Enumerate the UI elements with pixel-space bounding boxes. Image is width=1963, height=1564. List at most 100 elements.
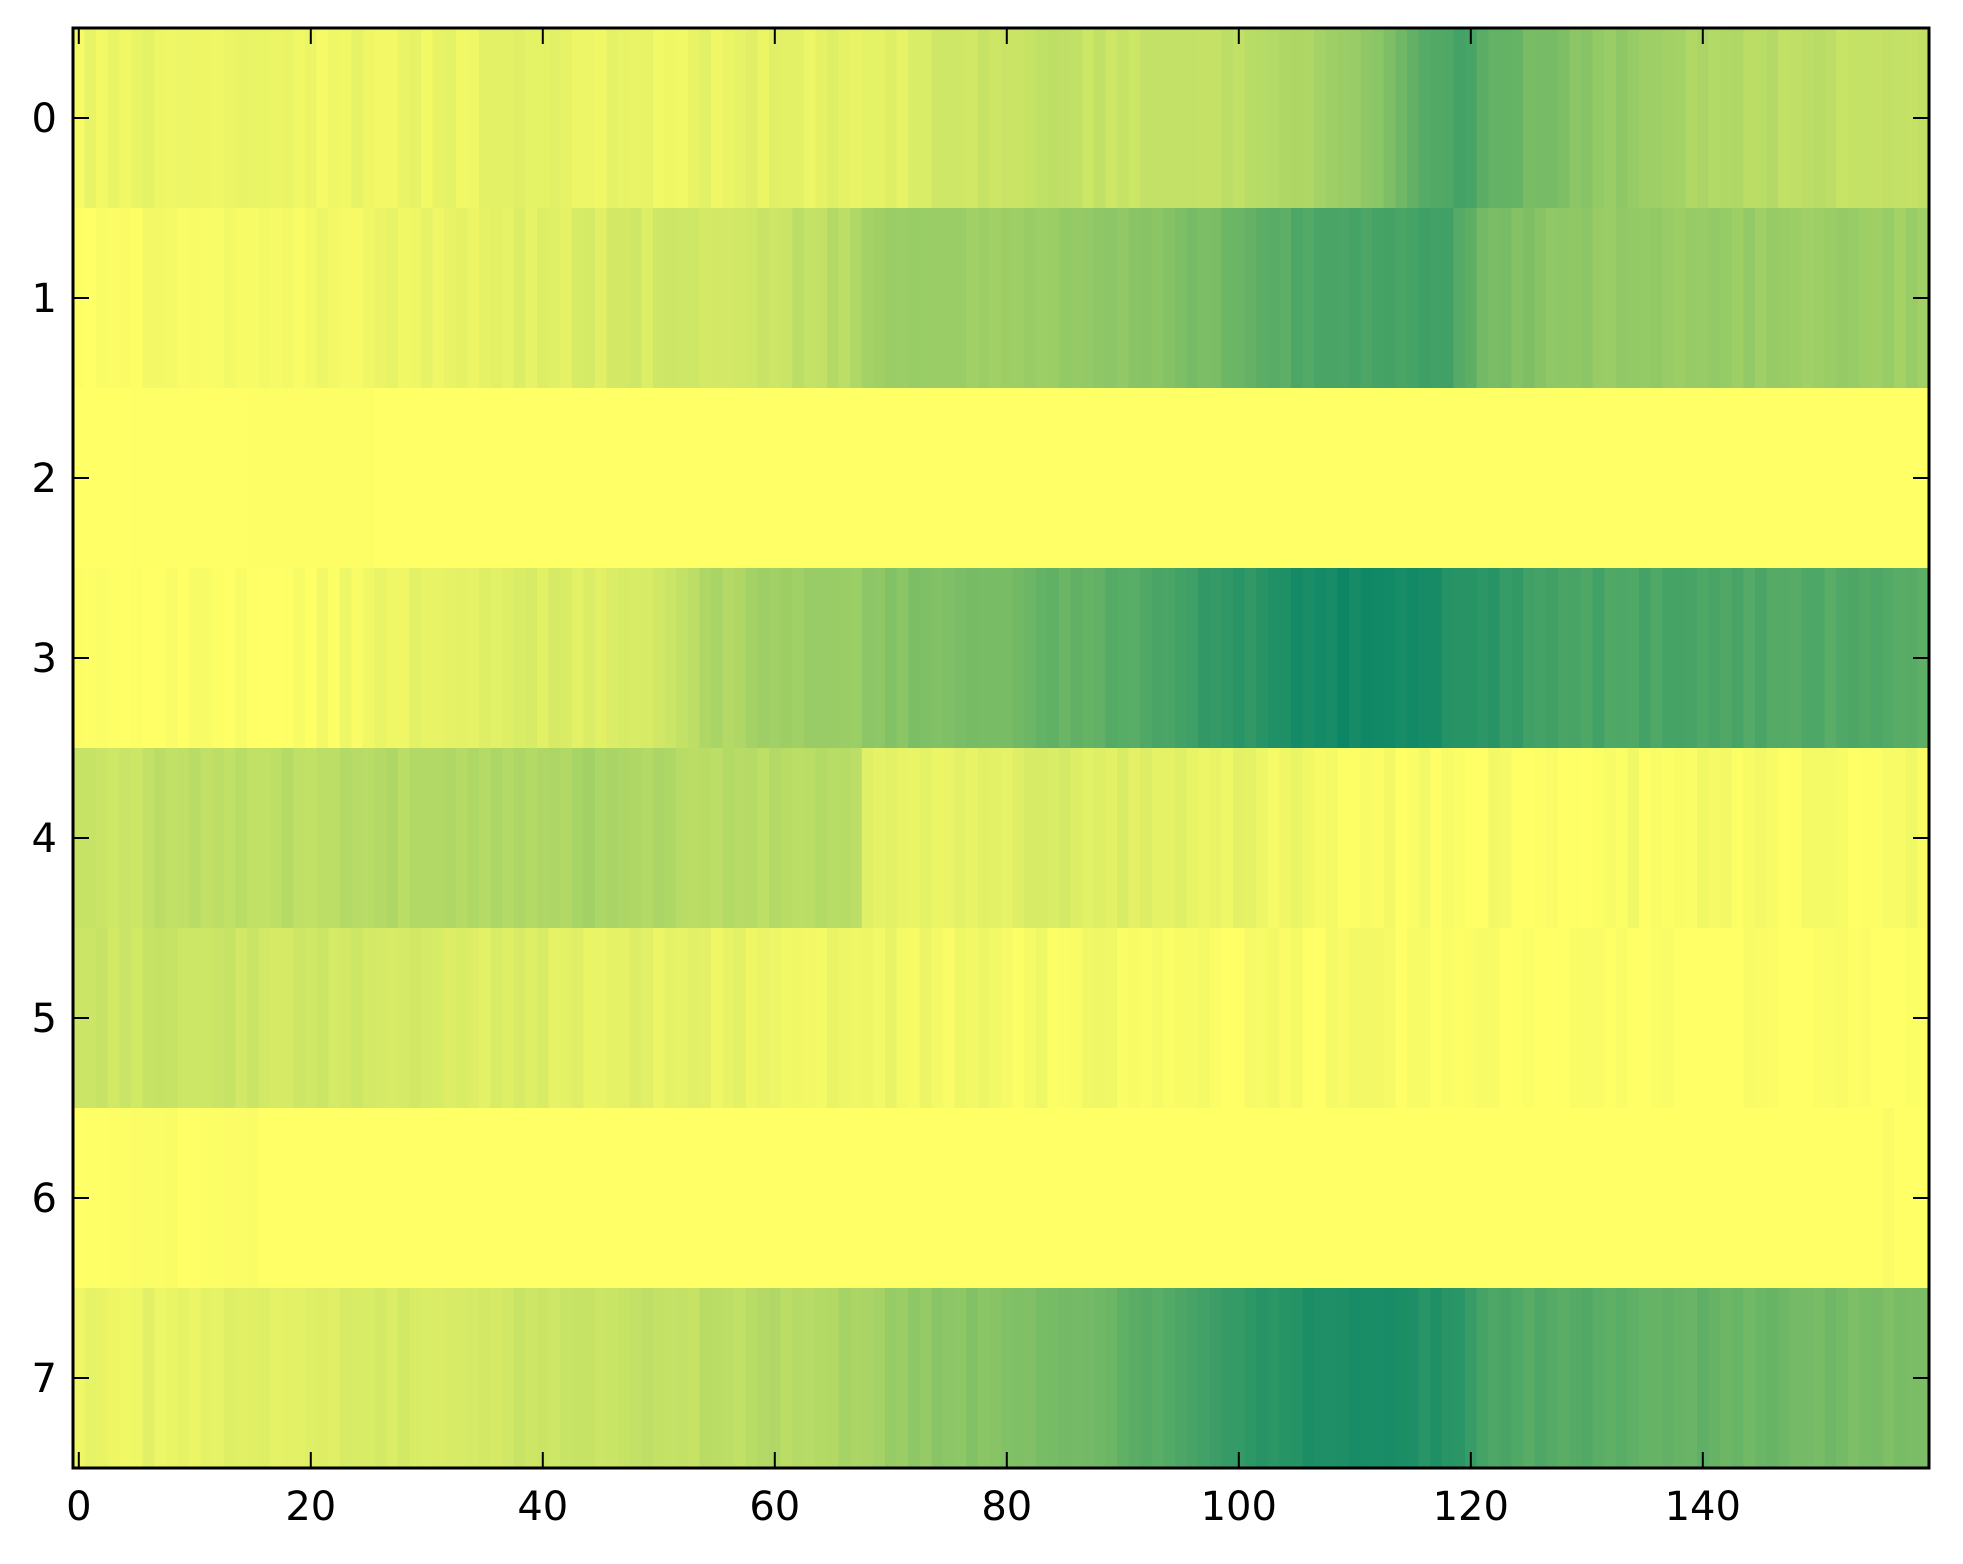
heatmap-cell bbox=[815, 928, 828, 1109]
heatmap-cell bbox=[1360, 208, 1373, 389]
heatmap-cell bbox=[1453, 28, 1466, 209]
heatmap-cell bbox=[374, 208, 387, 389]
heatmap-cell bbox=[1755, 28, 1768, 209]
heatmap-cell bbox=[525, 748, 538, 929]
heatmap-cell bbox=[1024, 1108, 1037, 1289]
heatmap-cell bbox=[1801, 748, 1814, 929]
heatmap-cell bbox=[676, 388, 689, 569]
heatmap-cell bbox=[1615, 208, 1628, 389]
heatmap-cell bbox=[1151, 568, 1164, 749]
heatmap-cell bbox=[1407, 388, 1420, 569]
heatmap-cell bbox=[1441, 1108, 1454, 1289]
heatmap-cell bbox=[1291, 928, 1304, 1109]
heatmap-cell bbox=[687, 1288, 700, 1468]
heatmap-cell bbox=[1755, 388, 1768, 569]
heatmap-cell bbox=[1662, 568, 1675, 749]
heatmap-cell bbox=[1407, 28, 1420, 209]
heatmap-cell bbox=[316, 28, 329, 209]
heatmap-cell bbox=[200, 748, 213, 929]
heatmap-cell bbox=[1743, 28, 1756, 209]
heatmap-cell bbox=[467, 388, 480, 569]
heatmap-cell bbox=[664, 208, 677, 389]
heatmap-cell bbox=[1117, 748, 1130, 929]
heatmap-cell bbox=[606, 928, 619, 1109]
heatmap-cell bbox=[1731, 208, 1744, 389]
heatmap-cell bbox=[873, 28, 886, 209]
heatmap-cell bbox=[1244, 568, 1257, 749]
heatmap-cell bbox=[1673, 568, 1686, 749]
heatmap-cell bbox=[1581, 208, 1594, 389]
heatmap-cell bbox=[305, 1288, 318, 1468]
heatmap-cell bbox=[606, 388, 619, 569]
heatmap-cell bbox=[896, 928, 909, 1109]
heatmap-cell bbox=[827, 28, 840, 209]
heatmap-cell bbox=[397, 388, 410, 569]
heatmap-cell bbox=[711, 1288, 724, 1468]
heatmap-cell bbox=[687, 928, 700, 1109]
heatmap-cell bbox=[1372, 748, 1385, 929]
heatmap-cell bbox=[1743, 388, 1756, 569]
heatmap-cell bbox=[165, 568, 178, 749]
heatmap-cell bbox=[328, 388, 341, 569]
heatmap-cell bbox=[1302, 208, 1315, 389]
heatmap-cell bbox=[1059, 1108, 1072, 1289]
heatmap-cell bbox=[293, 208, 306, 389]
heatmap-cell bbox=[1511, 1108, 1524, 1289]
heatmap-cell bbox=[1673, 208, 1686, 389]
heatmap-cell bbox=[745, 928, 758, 1109]
heatmap-cell bbox=[1198, 28, 1211, 209]
heatmap-cell bbox=[803, 388, 816, 569]
heatmap-cell bbox=[1662, 28, 1675, 209]
heatmap-cell bbox=[1557, 28, 1570, 209]
heatmap-cell bbox=[490, 388, 503, 569]
heatmap-cell bbox=[328, 928, 341, 1109]
heatmap-cell bbox=[1824, 28, 1837, 209]
heatmap-cell bbox=[722, 1288, 735, 1468]
heatmap-cell bbox=[1604, 208, 1617, 389]
heatmap-cell bbox=[571, 1108, 584, 1289]
heatmap-cell bbox=[1708, 568, 1721, 749]
heatmap-cell bbox=[1233, 388, 1246, 569]
heatmap-cell bbox=[1847, 208, 1860, 389]
heatmap-cell bbox=[107, 748, 120, 929]
heatmap-cell bbox=[641, 1108, 654, 1289]
heatmap-cell bbox=[1128, 28, 1141, 209]
heatmap-cell bbox=[1117, 208, 1130, 389]
heatmap-cell bbox=[1360, 28, 1373, 209]
heatmap-cell bbox=[1302, 1288, 1315, 1468]
heatmap-cell bbox=[1349, 928, 1362, 1109]
heatmap-cell bbox=[1093, 388, 1106, 569]
heatmap-cell bbox=[1662, 388, 1675, 569]
heatmap-cell bbox=[1789, 28, 1802, 209]
heatmap-cell bbox=[1755, 1288, 1768, 1468]
heatmap-cell bbox=[235, 1108, 248, 1289]
heatmap-cell bbox=[1186, 1288, 1199, 1468]
heatmap-cell bbox=[1673, 28, 1686, 209]
heatmap-cell bbox=[513, 1108, 526, 1289]
heatmap-cell bbox=[1499, 208, 1512, 389]
tick-label: 3 bbox=[32, 636, 57, 682]
heatmap-cell bbox=[1325, 1288, 1338, 1468]
heatmap-cell bbox=[409, 1288, 422, 1468]
heatmap-cell bbox=[896, 748, 909, 929]
heatmap-cell bbox=[861, 388, 874, 569]
heatmap-cell bbox=[943, 208, 956, 389]
heatmap-cell bbox=[432, 28, 445, 209]
heatmap-cell bbox=[977, 208, 990, 389]
heatmap-cell bbox=[1847, 568, 1860, 749]
heatmap-cell bbox=[1801, 28, 1814, 209]
heatmap-cell bbox=[1592, 388, 1605, 569]
heatmap-cell bbox=[1836, 208, 1849, 389]
heatmap-cell bbox=[618, 1108, 631, 1289]
heatmap-cell bbox=[1128, 928, 1141, 1109]
heatmap-cell bbox=[1488, 1288, 1501, 1468]
heatmap-cell bbox=[1325, 928, 1338, 1109]
heatmap-cell bbox=[1337, 748, 1350, 929]
heatmap-cell bbox=[919, 748, 932, 929]
heatmap-cell bbox=[1395, 748, 1408, 929]
heatmap-cell bbox=[1557, 748, 1570, 929]
heatmap-cell bbox=[838, 208, 851, 389]
heatmap-cell bbox=[1882, 748, 1895, 929]
heatmap-cell bbox=[1175, 1288, 1188, 1468]
heatmap-cell bbox=[908, 568, 921, 749]
